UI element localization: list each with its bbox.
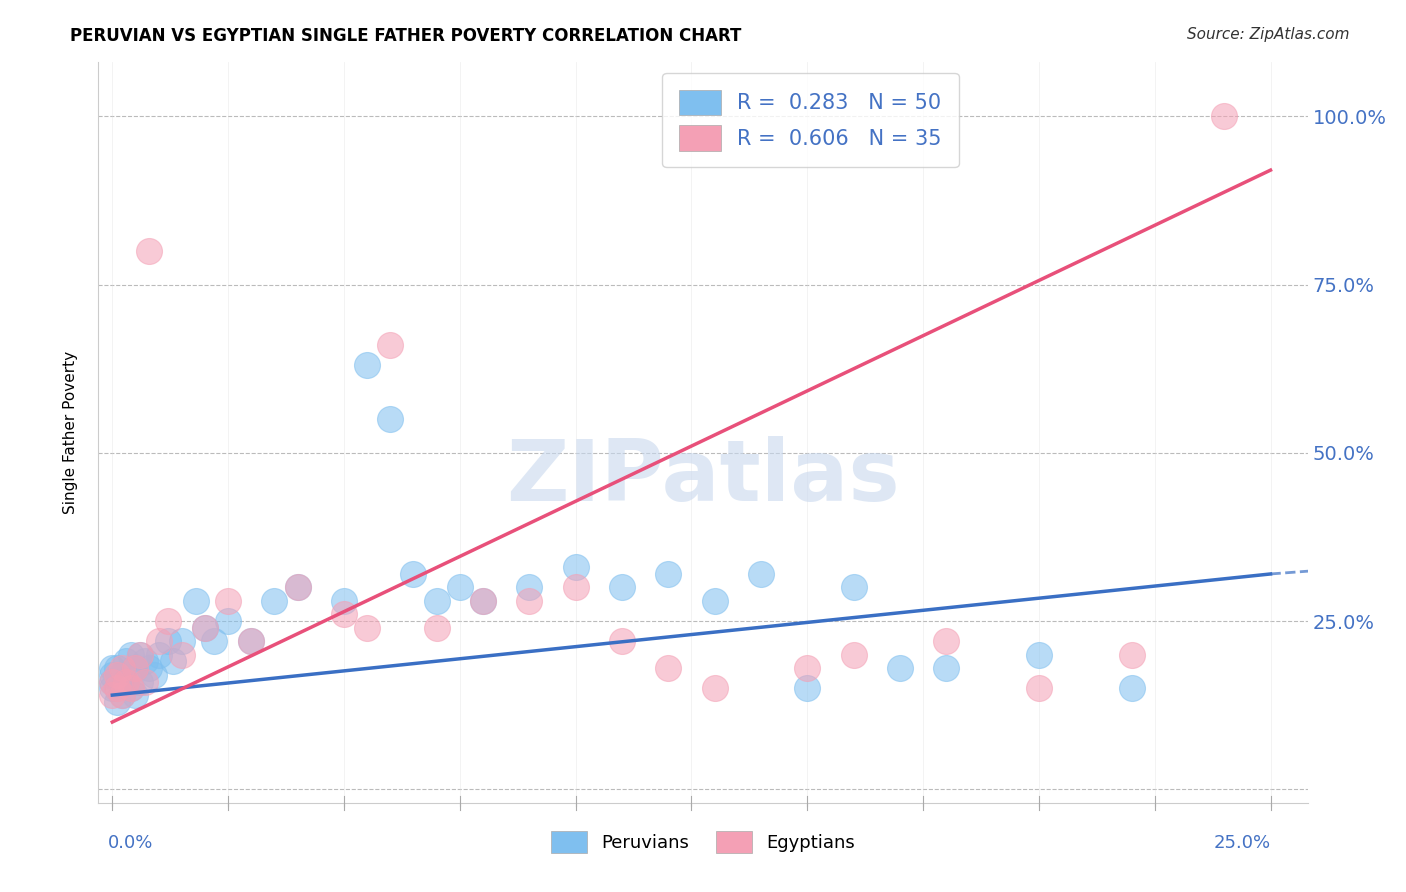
Point (333, 594, 356, 608)
Point (101, 668, 124, 682)
Point (105, 668, 128, 682)
Point (156, 634, 179, 648)
Point (889, 661, 911, 675)
Point (610, 581, 633, 595)
Point (564, 581, 586, 595)
Text: 25.0%: 25.0% (1213, 834, 1271, 852)
Point (426, 594, 449, 608)
Point (110, 688, 132, 702)
Point (101, 661, 124, 675)
Point (138, 244, 160, 258)
Point (703, 594, 725, 608)
Point (129, 674, 152, 689)
Point (105, 695, 128, 709)
Point (162, 655, 184, 669)
Point (217, 614, 239, 628)
Point (657, 566, 679, 581)
Point (110, 688, 132, 702)
Point (287, 581, 309, 595)
Text: Source: ZipAtlas.com: Source: ZipAtlas.com (1187, 27, 1350, 42)
Point (1028, 648, 1050, 662)
Point (471, 594, 494, 608)
Point (380, 338, 402, 352)
Point (935, 661, 957, 675)
Point (935, 634, 957, 648)
Text: PERUVIAN VS EGYPTIAN SINGLE FATHER POVERTY CORRELATION CHART: PERUVIAN VS EGYPTIAN SINGLE FATHER POVER… (70, 27, 742, 45)
Legend: Peruvians, Egyptians: Peruvians, Egyptians (543, 824, 863, 861)
Point (380, 412, 402, 426)
Text: ZIPatlas: ZIPatlas (506, 435, 900, 518)
Point (134, 674, 156, 689)
Point (610, 634, 633, 648)
Point (110, 661, 132, 675)
Point (110, 668, 132, 682)
Point (124, 661, 146, 675)
Point (170, 648, 193, 662)
Point (156, 614, 179, 628)
Point (426, 621, 449, 635)
Point (703, 681, 725, 696)
Point (517, 581, 540, 595)
Point (356, 621, 378, 635)
Point (471, 594, 494, 608)
Point (148, 648, 170, 662)
Point (124, 661, 146, 675)
Point (101, 688, 124, 702)
Point (105, 681, 128, 696)
Point (657, 661, 679, 675)
Point (194, 621, 217, 635)
Point (796, 661, 818, 675)
Point (105, 661, 128, 675)
Point (134, 655, 156, 669)
Point (120, 681, 142, 696)
Point (263, 594, 285, 608)
Point (1121, 681, 1143, 696)
Point (129, 648, 152, 662)
Point (287, 581, 309, 595)
Y-axis label: Single Father Poverty: Single Father Poverty (63, 351, 77, 514)
Point (101, 674, 124, 689)
Text: 0.0%: 0.0% (108, 834, 153, 852)
Point (115, 674, 138, 689)
Point (115, 655, 138, 669)
Point (143, 668, 166, 682)
Point (217, 594, 239, 608)
Point (184, 594, 207, 608)
Point (194, 621, 217, 635)
Point (449, 581, 471, 595)
Point (1028, 681, 1050, 696)
Point (124, 688, 146, 702)
Point (240, 634, 263, 648)
Point (148, 634, 170, 648)
Point (101, 681, 124, 696)
Point (170, 634, 193, 648)
Point (749, 566, 772, 581)
Point (517, 594, 540, 608)
Point (138, 661, 160, 675)
Point (356, 359, 378, 373)
Point (105, 681, 128, 696)
Point (115, 674, 138, 689)
Point (842, 648, 865, 662)
Point (202, 634, 225, 648)
Point (402, 566, 425, 581)
Point (1213, 109, 1236, 123)
Point (333, 607, 356, 622)
Point (120, 681, 142, 696)
Point (1121, 648, 1143, 662)
Point (101, 674, 124, 689)
Point (796, 681, 818, 696)
Point (240, 634, 263, 648)
Point (564, 560, 586, 574)
Point (120, 648, 142, 662)
Point (129, 648, 152, 662)
Point (842, 581, 865, 595)
